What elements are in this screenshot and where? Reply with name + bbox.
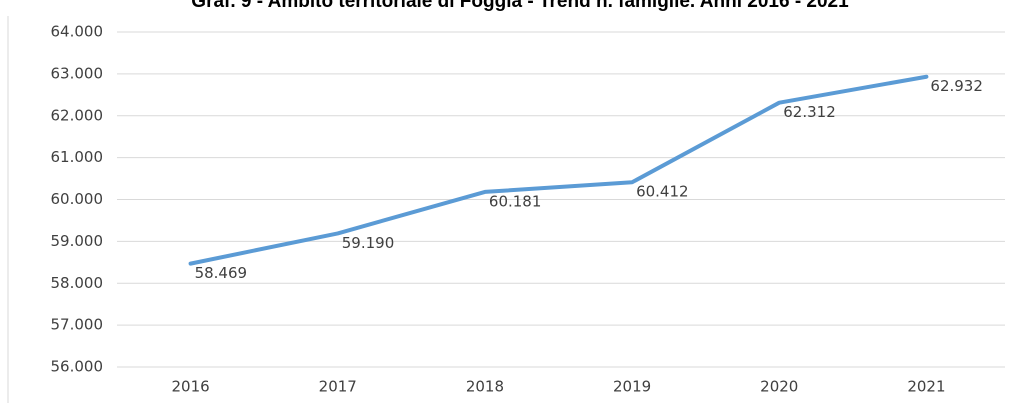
- x-tick-label: 2018: [466, 378, 504, 396]
- data-label: 62.932: [930, 77, 983, 95]
- data-label: 59.190: [342, 234, 395, 252]
- data-label: 60.412: [636, 183, 689, 201]
- y-tick-label: 63.000: [51, 64, 104, 82]
- y-tick-label: 61.000: [51, 148, 104, 166]
- y-tick-label: 62.000: [51, 106, 104, 124]
- y-tick-label: 59.000: [51, 232, 104, 250]
- x-tick-label: 2019: [613, 378, 651, 396]
- y-tick-label: 58.000: [51, 274, 104, 292]
- y-tick-label: 57.000: [51, 316, 104, 334]
- y-tick-label: 64.000: [51, 23, 104, 41]
- data-label: 62.312: [783, 103, 836, 121]
- data-label: 60.181: [489, 192, 541, 210]
- y-tick-label: 60.000: [51, 190, 104, 208]
- x-tick-label: 2017: [319, 378, 357, 396]
- line: [188, 74, 929, 266]
- y-tick-label: 56.000: [51, 358, 104, 376]
- x-tick-label: 2016: [171, 378, 209, 396]
- x-tick-label: 2020: [760, 378, 798, 396]
- data-label: 58.469: [195, 264, 248, 282]
- x-tick-label: 2021: [907, 378, 945, 396]
- chart-title: Graf. 9 - Ambito territoriale di Foggia …: [191, 0, 849, 12]
